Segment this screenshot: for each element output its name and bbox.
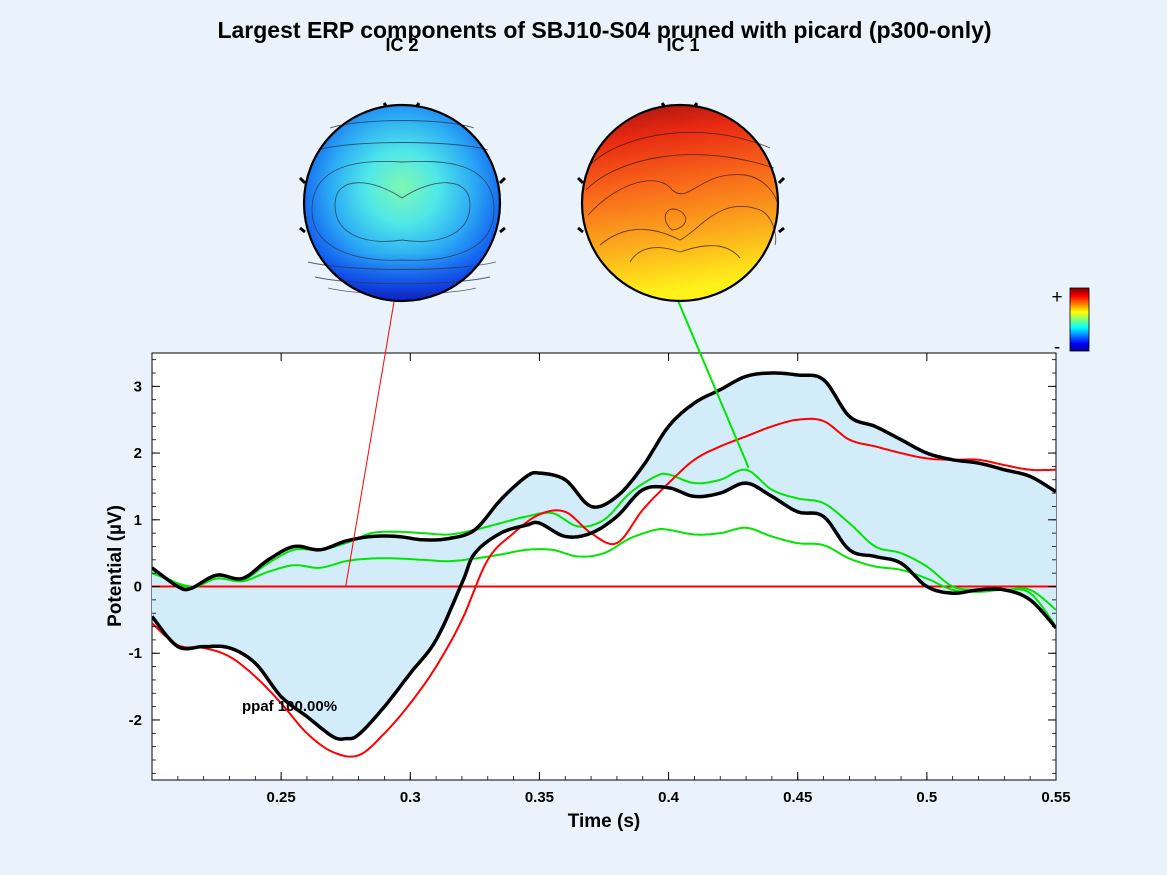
ear-right-icon: [777, 176, 786, 234]
figure-title: Largest ERP components of SBJ10-S04 prun…: [217, 17, 992, 43]
x-tick-label: 0.25: [267, 789, 296, 806]
plot-layer: [152, 371, 1056, 758]
y-axis-label: Potential (µV): [105, 505, 126, 627]
y-tick-label: -2: [129, 712, 142, 729]
scalp-label-ic2: IC 2: [385, 35, 418, 55]
link-layer: [345, 295, 750, 587]
x-tick-label: 0.45: [783, 789, 812, 806]
x-tick-label: 0.55: [1041, 789, 1070, 806]
ear-left-icon: [298, 176, 307, 234]
scalp-label-ic1: IC 1: [666, 35, 699, 55]
y-tick-label: 1: [134, 512, 142, 529]
ppaf-annotation: ppaf 100.00%: [242, 698, 337, 715]
y-tick-label: 0: [134, 579, 142, 596]
y-tick-label: 3: [134, 378, 142, 395]
envelope-lower-line: [152, 481, 1056, 741]
x-tick-label: 0.3: [400, 789, 421, 806]
tick-layer: 0.25 0.3 0.35 0.4 0.45 0.5 0.55 -2 -1 0 1 2 3: [129, 353, 1071, 806]
ear-left-icon: [576, 176, 585, 234]
ic2-link-line: [345, 295, 396, 587]
series-ic1-lower-line: [152, 526, 1056, 628]
colorbar-plus-label: +: [1051, 287, 1062, 308]
y-tick-label: -1: [129, 645, 142, 662]
colorbar-gradient: [1069, 287, 1090, 352]
x-tick-label: 0.5: [916, 789, 937, 806]
series-ic2-line: [152, 417, 1056, 758]
colorbar: + -: [1051, 287, 1090, 358]
y-tick-label: 2: [134, 445, 142, 462]
envelope-upper-line: [152, 371, 1056, 592]
ear-right-icon: [498, 176, 507, 234]
ic1-link-line: [675, 295, 750, 469]
envelope-fill: [152, 373, 1056, 740]
scalp-map-ic1: [576, 102, 786, 303]
scalp-map-ic2: [298, 102, 507, 303]
colorbar-minus-label: -: [1054, 337, 1060, 358]
x-axis-label: Time (s): [568, 811, 641, 832]
x-tick-label: 0.4: [658, 789, 680, 806]
x-tick-label: 0.35: [525, 789, 554, 806]
